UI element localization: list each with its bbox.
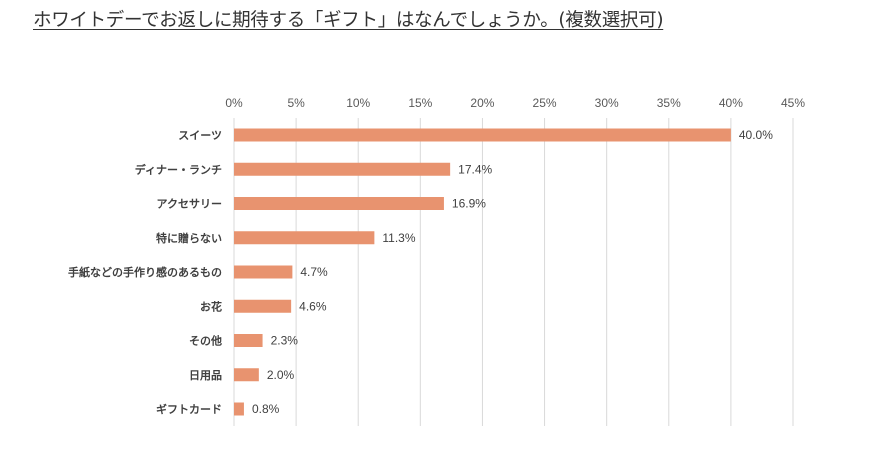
x-tick-label: 30% xyxy=(595,96,619,110)
chart-title: ホワイトデーでお返しに期待する「ギフト」はなんでしょうか。(複数選択可) xyxy=(33,10,664,31)
category-label: アクセサリー xyxy=(157,198,222,211)
category-label: スイーツ xyxy=(178,129,222,142)
x-tick-label: 5% xyxy=(287,96,305,110)
data-label: 0.8% xyxy=(252,402,280,416)
x-tick-label: 45% xyxy=(781,96,805,110)
category-label: 特に贈らない xyxy=(156,231,222,245)
category-label: お花 xyxy=(200,299,222,313)
x-tick-label: 20% xyxy=(470,96,494,110)
x-tick-label: 10% xyxy=(346,96,370,110)
bar xyxy=(234,265,293,279)
bar xyxy=(234,334,263,347)
data-label: 2.0% xyxy=(267,368,295,382)
bar xyxy=(234,299,292,313)
bar xyxy=(234,368,259,382)
data-label: 17.4% xyxy=(458,162,492,176)
data-label: 40.0% xyxy=(739,128,773,142)
x-tick-label: 15% xyxy=(408,96,432,110)
category-label: 日用品 xyxy=(189,369,222,382)
x-tick-label: 0% xyxy=(225,96,243,110)
bar xyxy=(234,197,444,210)
data-label: 4.6% xyxy=(299,299,327,313)
data-label: 2.3% xyxy=(271,334,299,348)
category-label: ディナー・ランチ xyxy=(135,162,222,176)
bar xyxy=(234,231,375,245)
category-label: 手紙などの手作り感のあるもの xyxy=(68,265,222,279)
x-tick-label: 25% xyxy=(533,96,557,110)
category-label: ギフトカード xyxy=(156,402,222,416)
data-label: 11.3% xyxy=(382,231,415,245)
data-label: 4.7% xyxy=(300,265,328,279)
data-label: 16.9% xyxy=(452,197,486,211)
x-tick-label: 35% xyxy=(657,96,681,110)
category-label: その他 xyxy=(189,334,222,348)
x-tick-label: 40% xyxy=(719,96,743,110)
bar xyxy=(234,402,244,416)
bar xyxy=(234,128,731,142)
bar xyxy=(234,162,451,176)
